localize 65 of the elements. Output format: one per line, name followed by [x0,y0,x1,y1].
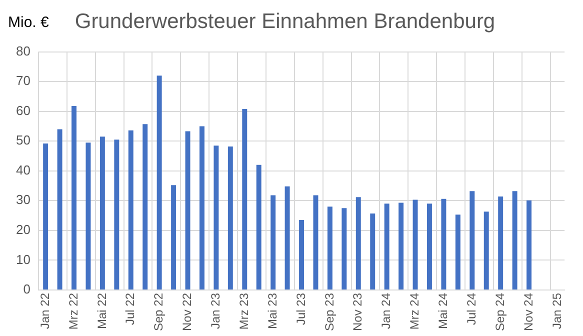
bar [43,143,48,290]
x-tick-label: Jul 22 [123,292,138,325]
chart-title: Grunderwerbsteuer Einnahmen Brandenburg [74,10,496,34]
y-tick-label: 70 [16,73,30,88]
bar [228,146,233,290]
bar [128,130,134,290]
bar [199,126,204,290]
x-tick-label: Mrz 23 [236,292,251,330]
bar [498,196,504,290]
x-tick-label: Sep 22 [152,292,166,332]
x-tick-label: Jul 24 [464,292,478,325]
bar [455,214,460,290]
x-tick-label: Nov 22 [180,292,194,331]
bar [270,195,276,290]
x-tick-label: Mrz 24 [408,292,422,330]
x-tick-label: Sep 24 [492,292,507,332]
bar [242,108,248,290]
x-tick-label: Sep 23 [322,292,336,332]
x-tick-label: Jan 25 [550,292,564,329]
y-tick-label: 80 [16,43,30,58]
bar [327,206,332,290]
x-tick-label: Jan 22 [38,292,52,329]
bar [114,140,120,290]
y-tick-label: 60 [16,102,30,118]
bar [156,76,162,290]
bar [284,186,290,290]
bar [427,204,432,290]
x-tick-label: Nov 24 [521,292,536,331]
x-tick-label: Mrz 22 [66,292,80,330]
bar [356,197,361,290]
bar [72,106,76,290]
y-tick-label: 30 [16,192,30,208]
bar [313,195,318,290]
y-tick-label: 0 [23,282,30,297]
bar [526,200,532,290]
bar [185,131,190,290]
bar [398,202,404,290]
x-tick-label: Jan 24 [379,292,394,329]
bar [214,146,219,290]
x-tick-label: Nov 23 [350,292,365,331]
bar [470,191,475,290]
bar [100,136,105,290]
bar [370,213,376,290]
bar [342,208,347,290]
bar [299,220,304,290]
bar [512,191,518,290]
x-tick-label: Mai 23 [265,292,280,329]
x-tick-label: Jan 23 [208,292,223,329]
y-tick-label: 40 [16,162,30,178]
y-tick-label: 50 [16,132,30,148]
bar [171,185,176,290]
y-tick-label: 10 [16,252,30,267]
bar [57,129,62,290]
x-tick-label: Mai 24 [436,292,450,329]
x-tick-label: Jul 23 [294,292,308,325]
bar [384,204,390,290]
bar [86,142,91,290]
y-tick-label: 20 [16,222,30,238]
bar [412,200,418,290]
y-axis-title: Mio. € [8,14,49,30]
bar [142,124,148,290]
x-tick-label: Mai 22 [94,292,109,329]
bar [256,164,262,290]
bar [441,198,446,290]
bar [484,212,489,290]
